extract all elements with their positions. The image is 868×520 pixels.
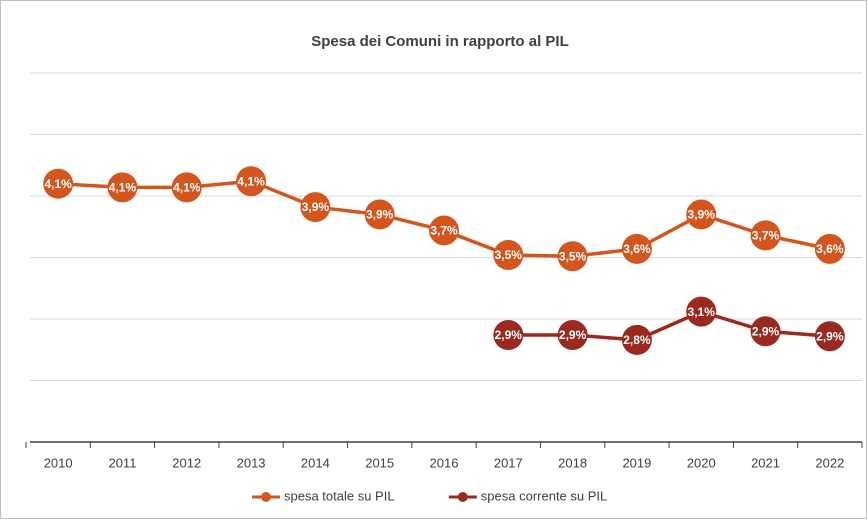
x-tick-label: 2016	[430, 455, 459, 470]
data-point	[493, 240, 524, 271]
x-tick-label: 2013	[237, 455, 266, 470]
x-tick-label: 2017	[494, 455, 523, 470]
data-point	[429, 215, 459, 246]
data-label: 4,1%	[109, 181, 137, 195]
data-point	[493, 319, 524, 350]
data-point	[236, 166, 267, 197]
data-label: 2,9%	[816, 329, 844, 343]
data-point	[686, 199, 717, 230]
x-tick-label: 2019	[622, 455, 651, 470]
data-point	[557, 241, 588, 272]
data-label: 2,9%	[495, 328, 523, 342]
data-label: 2,9%	[559, 328, 587, 342]
data-point	[750, 316, 781, 347]
x-tick-label: 2021	[751, 455, 780, 470]
data-label: 4,1%	[44, 177, 72, 191]
chart-title: Spesa dei Comuni in rapporto al PIL	[311, 33, 569, 50]
data-point	[300, 192, 331, 223]
data-point	[364, 199, 395, 230]
data-point	[814, 321, 845, 352]
legend-label: spesa totale su PIL	[284, 488, 395, 503]
data-label: 4,1%	[173, 181, 201, 195]
data-label: 3,9%	[366, 208, 394, 222]
x-tick-label: 2012	[172, 455, 201, 470]
x-tick-label: 2010	[44, 455, 73, 470]
data-label: 2,8%	[623, 333, 651, 347]
x-tick-label: 2011	[108, 455, 136, 470]
data-label: 3,6%	[816, 242, 844, 256]
x-tick-label: 2018	[558, 455, 587, 470]
data-point	[43, 168, 74, 199]
data-point	[750, 220, 781, 251]
data-point	[686, 296, 717, 327]
data-point	[107, 172, 138, 203]
data-label: 3,5%	[495, 248, 523, 262]
data-label: 3,5%	[559, 249, 587, 263]
data-point	[621, 324, 652, 355]
data-label: 3,7%	[752, 229, 780, 243]
data-point	[814, 233, 845, 264]
x-tick-label: 2014	[301, 455, 330, 470]
x-tick-label: 2015	[365, 455, 394, 470]
legend-marker	[457, 492, 468, 502]
data-label: 4,1%	[237, 174, 265, 188]
legend-marker	[261, 492, 271, 502]
data-label: 3,7%	[430, 224, 458, 238]
data-point	[171, 172, 202, 203]
x-tick-label: 2022	[815, 455, 844, 470]
data-point	[557, 319, 588, 350]
data-point	[621, 233, 652, 264]
data-label: 2,9%	[752, 324, 780, 338]
x-tick-label: 2020	[687, 455, 716, 470]
legend-label: spesa corrente su PIL	[481, 488, 607, 503]
data-label: 3,9%	[302, 200, 330, 214]
data-label: 3,9%	[688, 208, 716, 222]
data-label: 3,1%	[688, 305, 716, 319]
data-label: 3,6%	[623, 242, 651, 256]
